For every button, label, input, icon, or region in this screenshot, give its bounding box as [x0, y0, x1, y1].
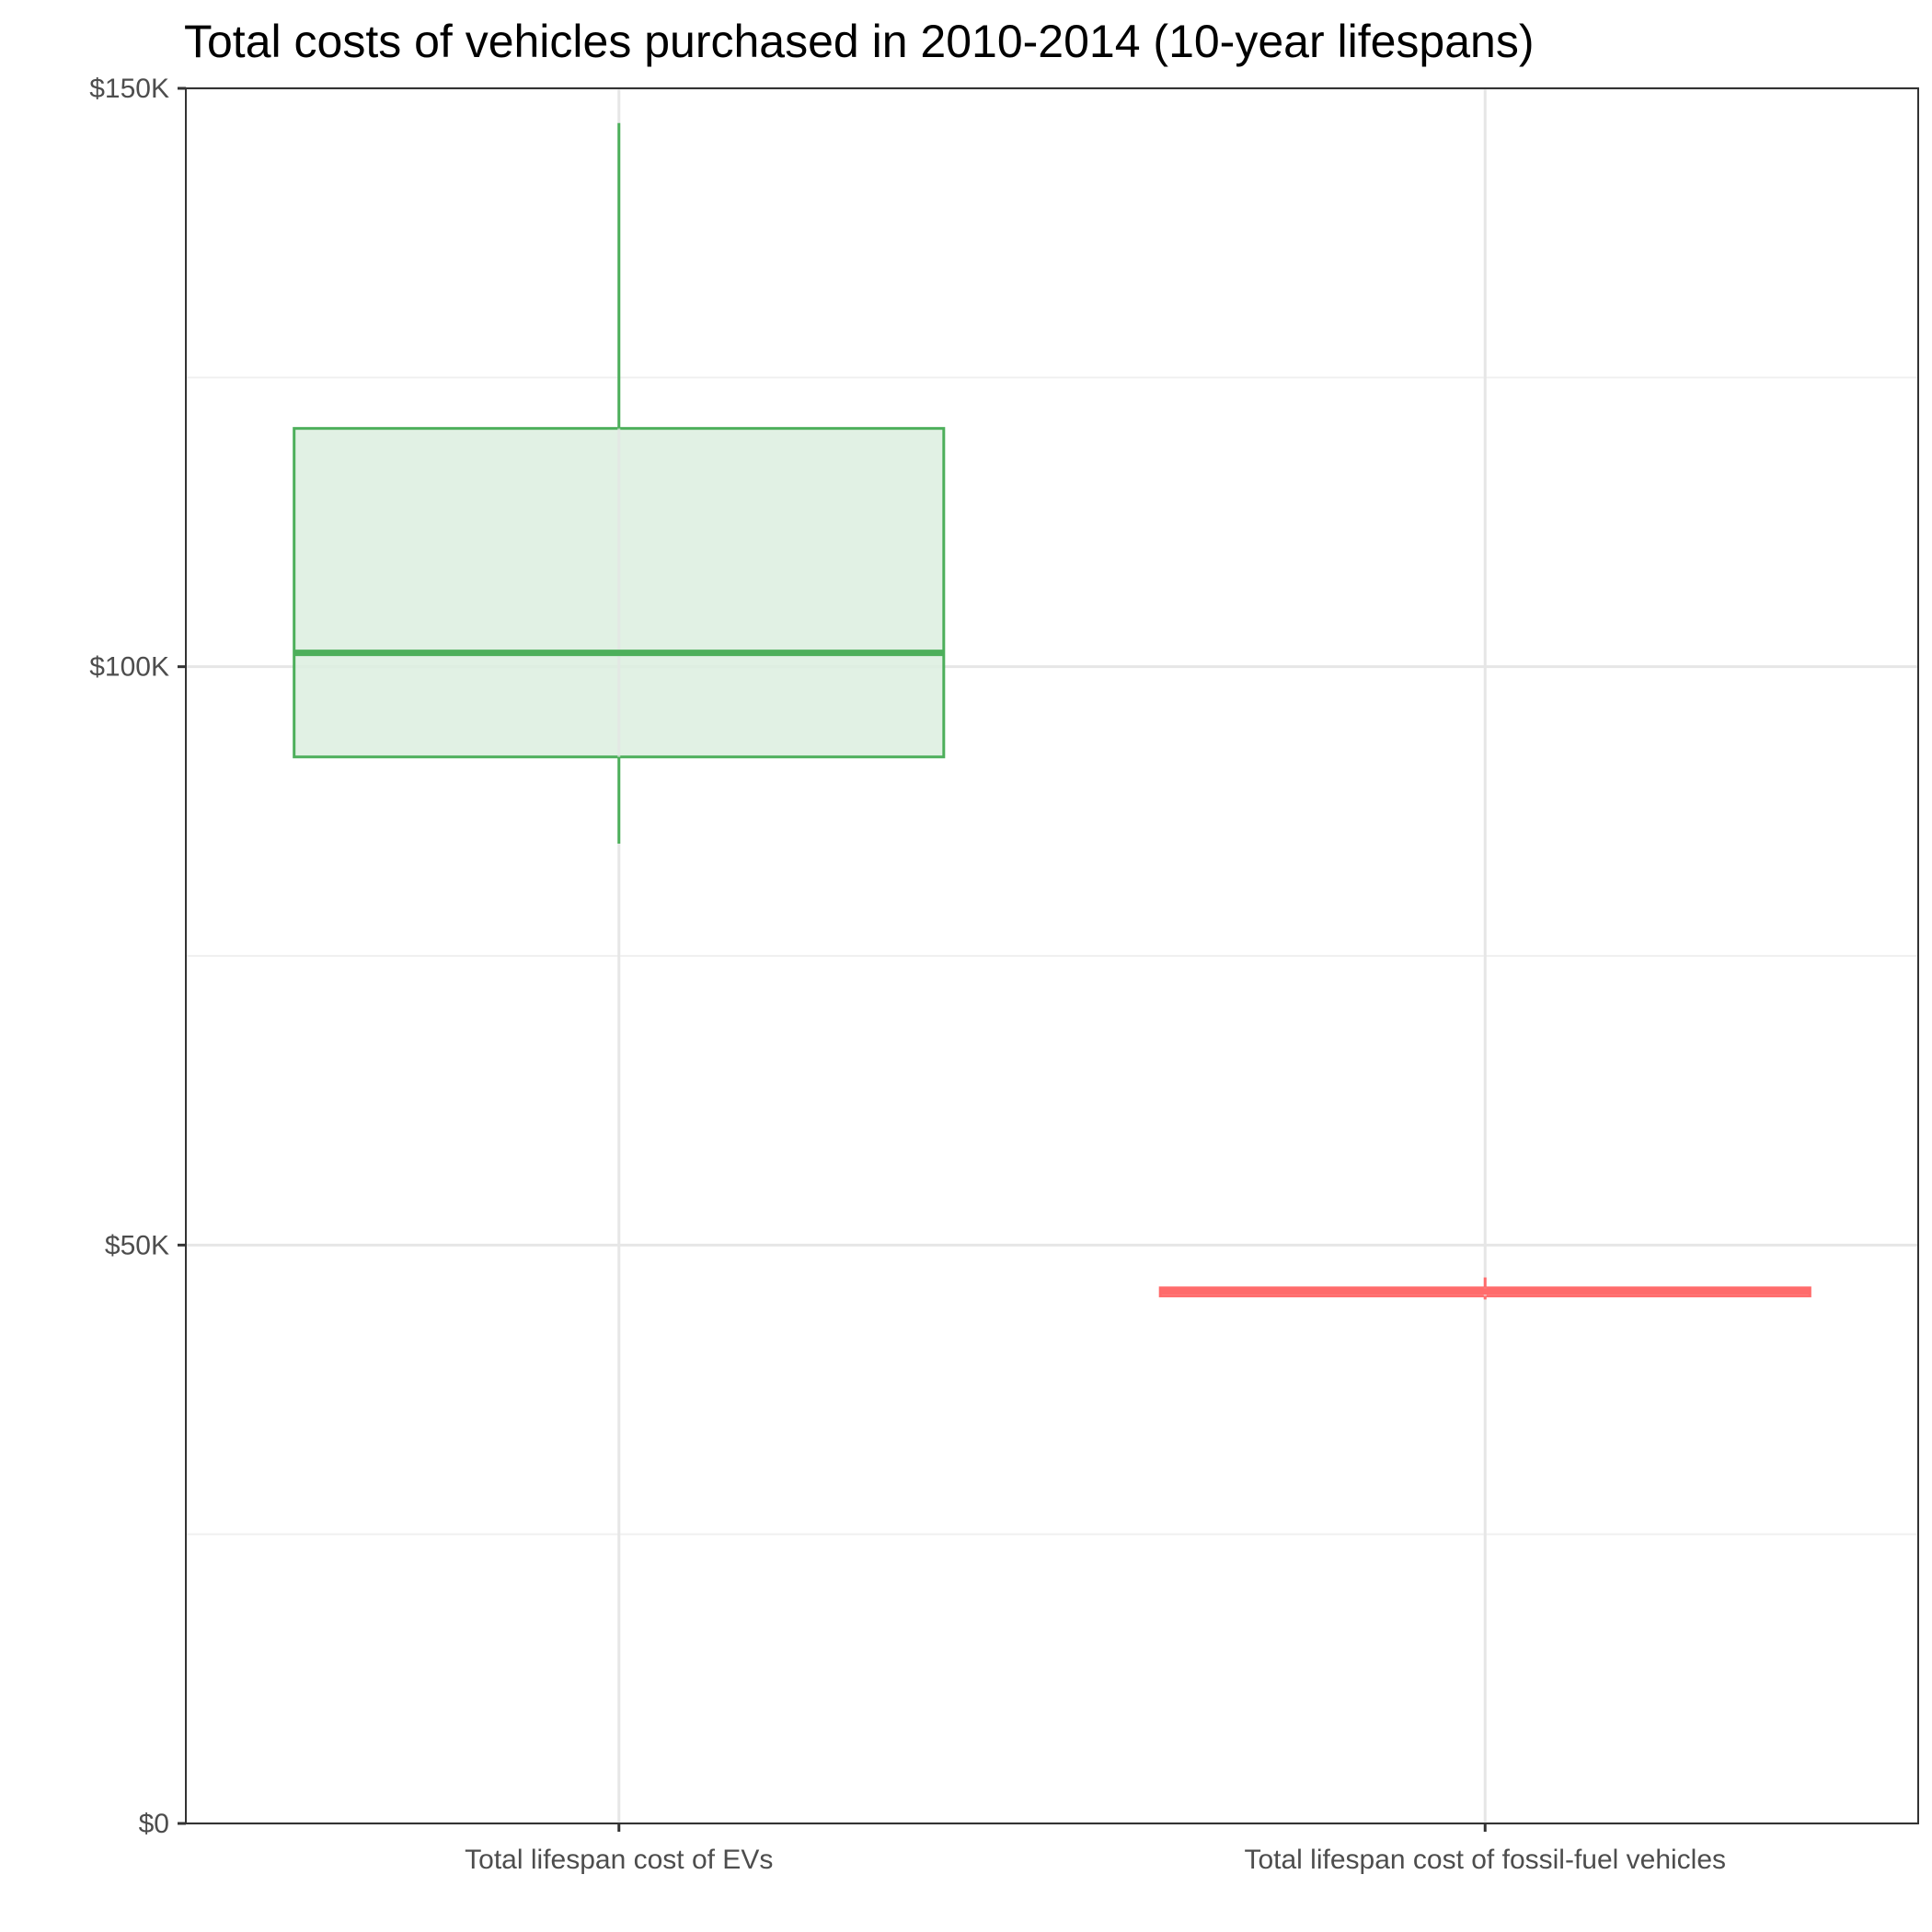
chart-title: Total costs of vehicles purchased in 201…	[184, 16, 1534, 67]
x-tick-label: Total lifespan cost of EVs	[465, 1845, 773, 1875]
y-tick-label: $50K	[105, 1230, 169, 1260]
panel-border	[185, 87, 1919, 1824]
y-tick-label: $150K	[89, 74, 169, 104]
plot-area: $0 $50K $100K $150K Total lifespan cost of E…	[89, 74, 1919, 1875]
y-tick-label: $100K	[89, 652, 169, 683]
y-tick-label: $0	[139, 1809, 169, 1839]
x-tick-label: Total lifespan cost of fossil-fuel vehic…	[1244, 1845, 1726, 1875]
